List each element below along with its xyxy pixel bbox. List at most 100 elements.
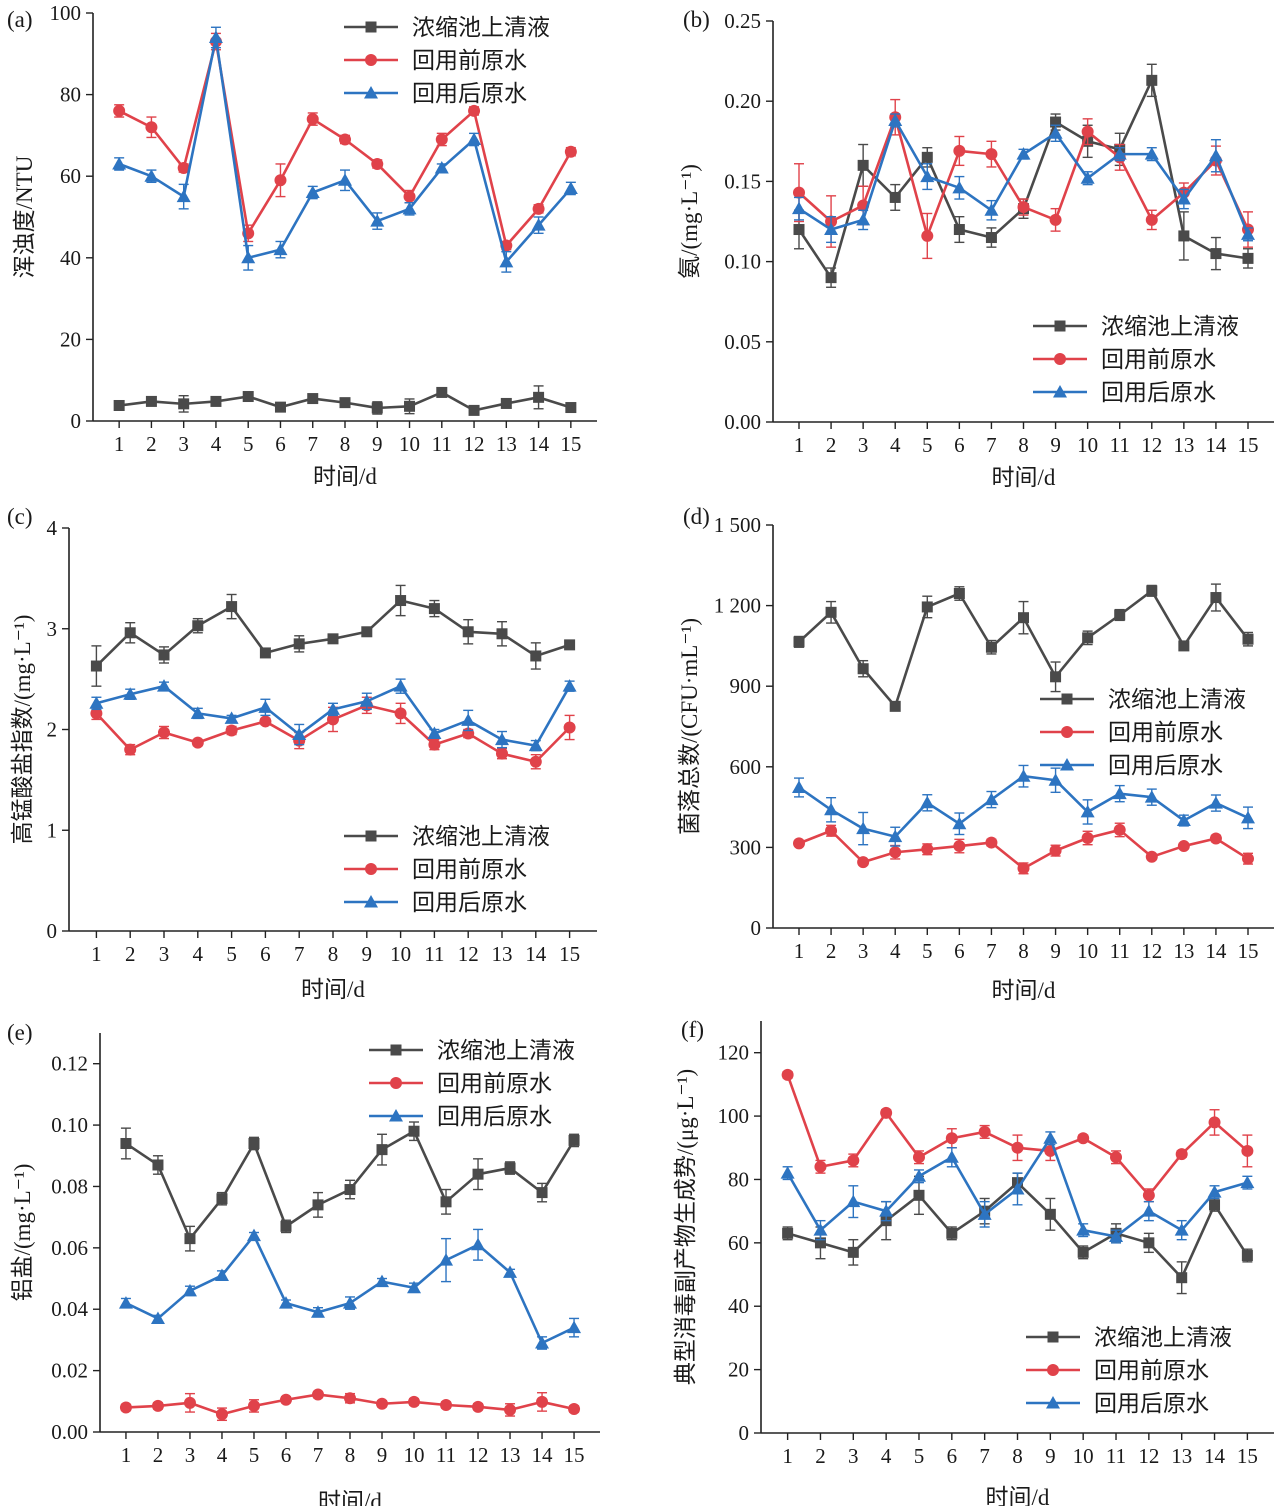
data-point bbox=[311, 1388, 324, 1401]
x-tick-label: 14 bbox=[525, 942, 547, 966]
data-point bbox=[1049, 213, 1062, 226]
data-point bbox=[953, 224, 965, 236]
x-tick-label: 3 bbox=[185, 1443, 196, 1467]
panel-label: (c) bbox=[7, 504, 33, 529]
legend-marker bbox=[364, 895, 378, 908]
data-point bbox=[118, 1296, 133, 1309]
x-tick-label: 9 bbox=[1050, 433, 1061, 457]
data-point bbox=[214, 1268, 229, 1281]
data-point bbox=[985, 232, 997, 244]
data-point bbox=[150, 1311, 165, 1324]
legend-marker bbox=[1061, 726, 1073, 738]
data-point bbox=[1210, 592, 1222, 604]
data-point bbox=[1208, 796, 1223, 809]
legend-marker bbox=[1053, 385, 1067, 398]
data-point bbox=[183, 1396, 196, 1409]
x-tick-label: 13 bbox=[1173, 433, 1194, 457]
data-point bbox=[305, 185, 320, 199]
data-point bbox=[977, 1207, 992, 1220]
data-point bbox=[912, 1151, 925, 1164]
x-tick-label: 2 bbox=[826, 939, 837, 963]
data-point bbox=[1016, 769, 1031, 782]
x-tick-label: 6 bbox=[954, 433, 965, 457]
data-point bbox=[953, 144, 966, 157]
data-point bbox=[151, 1399, 164, 1412]
data-point bbox=[568, 1134, 580, 1146]
data-point bbox=[1142, 1189, 1155, 1202]
data-point bbox=[90, 660, 102, 672]
x-tick-label: 6 bbox=[275, 432, 286, 456]
x-axis-label: 时间/d bbox=[986, 1485, 1050, 1506]
x-tick-label: 4 bbox=[890, 433, 901, 457]
x-axis-label: 时间/d bbox=[301, 977, 365, 1002]
data-point bbox=[985, 148, 998, 161]
data-point bbox=[888, 829, 903, 843]
x-tick-label: 10 bbox=[1077, 433, 1098, 457]
x-tick-label: 13 bbox=[500, 1443, 521, 1467]
data-point bbox=[210, 395, 222, 407]
data-point bbox=[1017, 201, 1030, 214]
data-point bbox=[1209, 1199, 1221, 1211]
x-tick-label: 10 bbox=[390, 942, 411, 966]
y-tick-label: 20 bbox=[60, 327, 81, 351]
data-point bbox=[408, 1395, 421, 1408]
data-point bbox=[343, 1296, 357, 1309]
legend-marker bbox=[390, 1077, 402, 1089]
data-point bbox=[310, 1305, 325, 1318]
data-point bbox=[1112, 147, 1127, 160]
data-point bbox=[568, 1402, 581, 1415]
data-point bbox=[242, 391, 254, 403]
x-tick-label: 6 bbox=[260, 942, 271, 966]
data-point bbox=[215, 1408, 228, 1421]
data-point bbox=[1110, 1151, 1123, 1164]
x-tick-label: 7 bbox=[979, 1444, 990, 1468]
legend-marker bbox=[365, 54, 377, 66]
data-point bbox=[1076, 1223, 1091, 1236]
data-point bbox=[435, 133, 448, 146]
legend-marker bbox=[1061, 693, 1073, 705]
data-point bbox=[434, 161, 449, 174]
y-axis-label: 氨/(mg·L⁻¹) bbox=[677, 164, 702, 279]
data-point bbox=[1011, 1141, 1024, 1154]
data-point bbox=[913, 1189, 925, 1201]
data-point bbox=[327, 713, 339, 726]
data-point bbox=[985, 641, 997, 653]
y-tick-label: 1 200 bbox=[714, 594, 761, 618]
x-tick-label: 15 bbox=[1237, 1444, 1258, 1468]
data-point bbox=[825, 606, 837, 618]
data-point bbox=[436, 386, 448, 398]
data-point bbox=[338, 173, 352, 186]
x-tick-label: 3 bbox=[858, 939, 869, 963]
data-point bbox=[472, 1168, 484, 1180]
y-tick-label: 0.04 bbox=[51, 1297, 88, 1321]
data-point bbox=[393, 679, 408, 692]
data-point bbox=[856, 212, 871, 226]
chart-panel-f: 1 2 3 4 5 6 7 8 9 10 11 12 13 14 15020406080100120时间/d… bbox=[673, 1017, 1274, 1506]
data-point bbox=[1176, 813, 1191, 827]
data-point bbox=[339, 397, 351, 409]
data-point bbox=[1081, 125, 1094, 138]
x-tick-label: 13 bbox=[1173, 939, 1194, 963]
y-tick-label: 40 bbox=[60, 246, 81, 270]
data-point bbox=[1016, 147, 1031, 160]
x-tick-label: 8 bbox=[340, 432, 351, 456]
legend-label: 浓缩池上清液 bbox=[1101, 314, 1239, 339]
data-point bbox=[567, 1320, 582, 1334]
legend-marker bbox=[1054, 320, 1066, 332]
data-point bbox=[440, 1398, 453, 1411]
data-point bbox=[530, 650, 542, 662]
data-point bbox=[1017, 862, 1030, 875]
legend-label: 回用后原水 bbox=[1108, 753, 1223, 778]
data-point bbox=[190, 706, 205, 719]
data-point bbox=[1043, 1131, 1058, 1144]
x-tick-label: 5 bbox=[243, 432, 254, 456]
y-tick-label: 120 bbox=[718, 1041, 750, 1065]
y-tick-label: 300 bbox=[730, 835, 762, 859]
data-point bbox=[529, 755, 542, 768]
x-tick-label: 1 bbox=[91, 942, 102, 966]
data-point bbox=[278, 1296, 293, 1309]
x-tick-label: 12 bbox=[1141, 939, 1162, 963]
data-point bbox=[889, 846, 902, 859]
y-tick-label: 60 bbox=[728, 1231, 749, 1255]
